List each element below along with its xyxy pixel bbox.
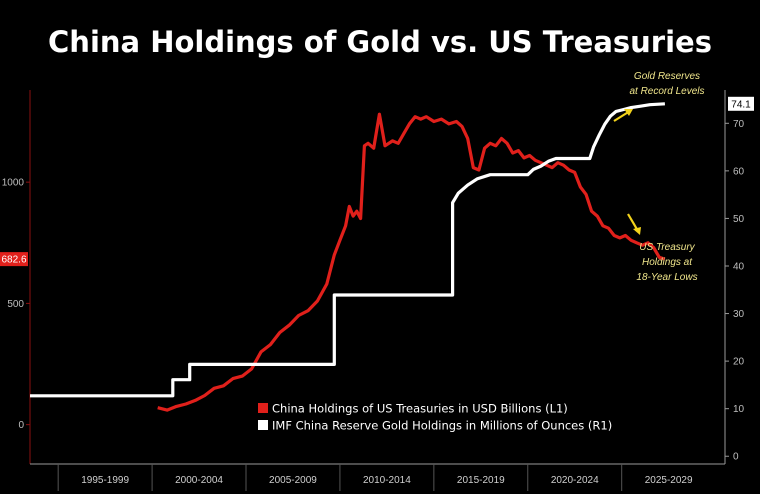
x-category-label: 2015-2019 <box>457 475 505 486</box>
treasury-annotation-arrowhead <box>633 227 641 235</box>
right-current-label: 74.1 <box>731 99 751 110</box>
gold-annotation-text: at Record Levels <box>629 86 704 97</box>
left-tick-label: 0 <box>18 420 24 431</box>
x-axis: 1995-1999 2000-2004 2005-2009 2010-2014 2015… <box>57 464 693 491</box>
gold-annotation-arrowhead <box>624 109 633 116</box>
left-current-label: 682.6 <box>1 255 26 266</box>
right-current-badge <box>728 96 754 111</box>
legend-box <box>255 399 700 435</box>
treasury-annotation-text: Holdings at <box>642 257 693 268</box>
legend: China Holdings of US Treasuries in USD B… <box>255 399 700 435</box>
x-category-label: 1995-1999 <box>81 475 129 486</box>
treasury-annotation-text: US Treasury <box>639 242 695 253</box>
chart-title: China Holdings of Gold vs. US Treasuries <box>48 25 712 59</box>
treasuries-series-line <box>157 112 666 412</box>
x-category-label: 2005-2009 <box>269 475 317 486</box>
plot-frame <box>29 90 726 465</box>
left-tick-label: 1000 <box>2 178 25 189</box>
right-tick-label: 50 <box>733 214 745 225</box>
gold-series-line <box>30 102 665 398</box>
legend-swatch <box>258 403 268 413</box>
right-tick-label: 70 <box>733 119 745 130</box>
legend-swatch <box>258 420 268 430</box>
right-tick-label: 40 <box>733 261 745 272</box>
x-category-label: 2025-2029 <box>645 475 693 486</box>
left-axis: 0 500 1000 682.6 <box>0 178 30 431</box>
right-tick-label: 60 <box>733 166 745 177</box>
x-category-label: 2020-2024 <box>551 475 599 486</box>
annotations: Gold Reserves at Record Levels US Treasury… <box>613 71 705 283</box>
gold-annotation-text: Gold Reserves <box>634 71 700 82</box>
legend-label: IMF China Reserve Gold Holdings in Milli… <box>272 419 612 433</box>
right-tick-label: 30 <box>733 309 745 320</box>
left-current-badge <box>0 252 28 267</box>
left-tick-label: 500 <box>7 299 24 310</box>
right-tick-label: 20 <box>733 357 745 368</box>
right-tick-label: 0 <box>733 452 739 463</box>
x-category-label: 2000-2004 <box>175 475 223 486</box>
legend-label: China Holdings of US Treasuries in USD B… <box>272 402 568 416</box>
treasury-annotation-text: 18-Year Lows <box>636 272 697 283</box>
x-category-label: 2010-2014 <box>363 475 411 486</box>
right-axis: 0 10 20 30 40 50 60 70 74.1 <box>725 96 754 463</box>
series-group <box>30 102 666 412</box>
right-tick-label: 10 <box>733 404 745 415</box>
